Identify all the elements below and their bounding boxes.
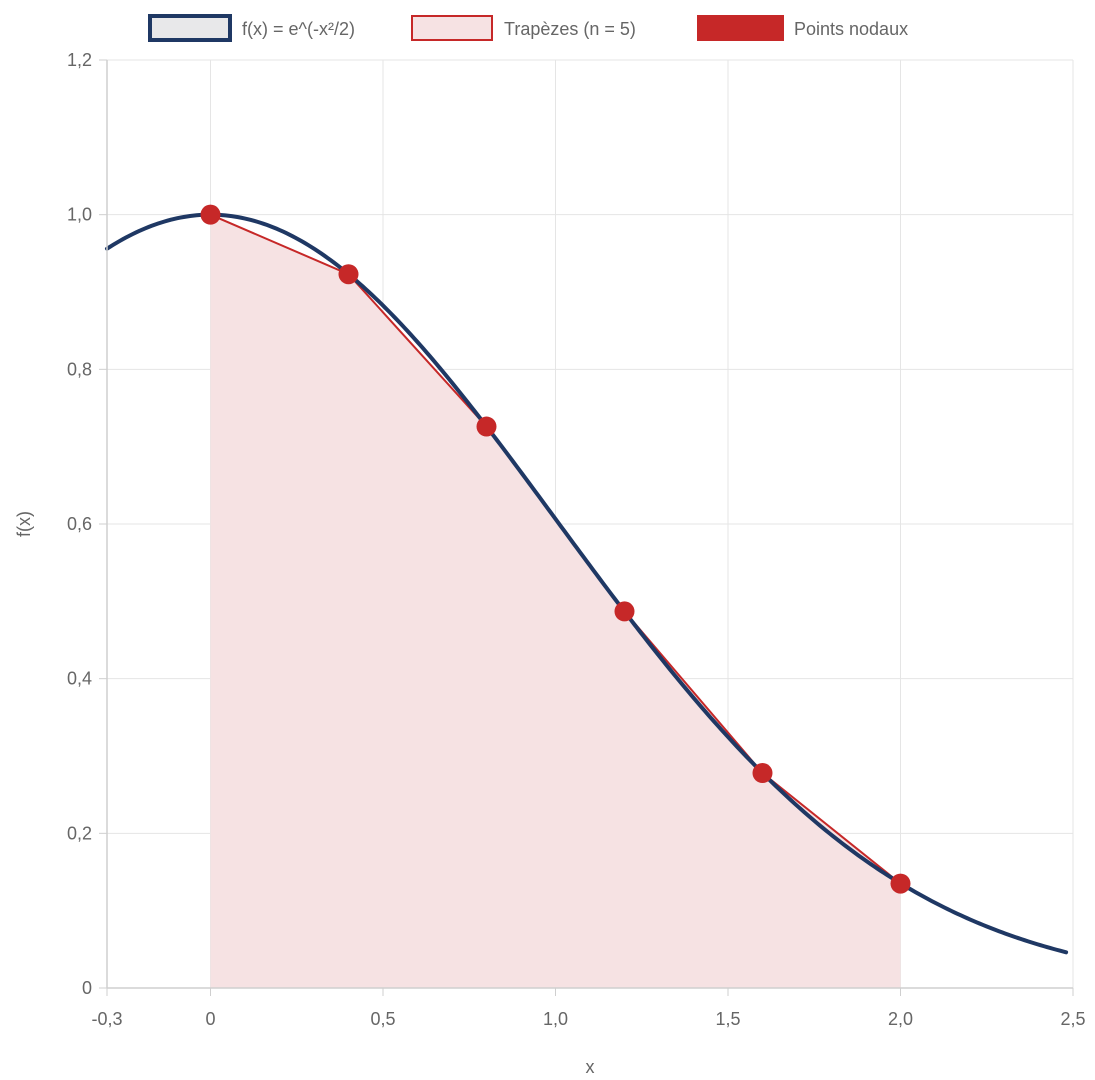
y-tick-label: 0,4 [67, 669, 92, 689]
nodal-points-layer [200, 204, 911, 894]
x-tick-label: 0 [205, 1009, 215, 1029]
x-tick-label: 1,0 [543, 1009, 568, 1029]
legend[interactable]: f(x) = e^(-x²/2) Trapèzes (n = 5) Points n… [148, 14, 908, 42]
y-tick-label: 1,0 [67, 205, 92, 225]
legend-label: Trapèzes (n = 5) [504, 19, 636, 39]
x-tick-label: 2,5 [1060, 1009, 1085, 1029]
nodal-point [752, 763, 773, 784]
nodal-point [476, 416, 497, 437]
y-tick-label: 1,2 [67, 50, 92, 70]
nodal-point [338, 264, 359, 285]
legend-swatch [148, 14, 232, 42]
axes: -0,3 0 0,5 1,0 1,5 2,0 2,5 0 0,2 0,4 0,6 0,8 1,0 1,2 x… [14, 50, 1086, 1077]
trapezoid-fill [210, 214, 901, 988]
x-tick-label: -0,3 [91, 1009, 122, 1029]
legend-swatch [411, 15, 493, 41]
trapezoid-fill-area [210, 214, 901, 988]
y-tick-label: 0,6 [67, 514, 92, 534]
nodal-point [890, 873, 911, 894]
legend-item-points[interactable]: Points nodaux [697, 15, 908, 41]
legend-item-trapezoids[interactable]: Trapèzes (n = 5) [411, 15, 636, 41]
legend-label: Points nodaux [794, 19, 908, 39]
x-tick-label: 2,0 [888, 1009, 913, 1029]
nodal-point [200, 204, 221, 225]
legend-label: f(x) = e^(-x²/2) [242, 19, 355, 39]
x-axis-title: x [586, 1057, 595, 1077]
y-axis-title: f(x) [14, 511, 34, 537]
legend-item-function[interactable]: f(x) = e^(-x²/2) [148, 14, 355, 42]
y-tick-label: 0,8 [67, 359, 92, 379]
nodal-point [614, 601, 635, 622]
y-tick-label: 0,2 [67, 823, 92, 843]
x-tick-label: 0,5 [370, 1009, 395, 1029]
legend-swatch [697, 15, 784, 41]
x-tick-label: 1,5 [715, 1009, 740, 1029]
y-tick-label: 0 [82, 978, 92, 998]
